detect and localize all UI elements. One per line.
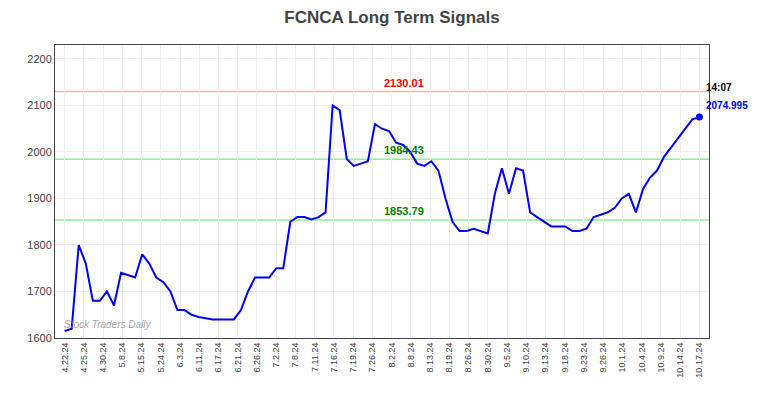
svg-text:10.14.24: 10.14.24 [675, 343, 685, 378]
svg-text:7.2.24: 7.2.24 [271, 343, 281, 368]
svg-text:8.19.24: 8.19.24 [444, 343, 454, 373]
svg-text:1900: 1900 [27, 192, 51, 204]
svg-text:10.4.24: 10.4.24 [637, 343, 647, 373]
svg-text:5.15.24: 5.15.24 [136, 343, 146, 373]
svg-text:8.26.24: 8.26.24 [463, 343, 473, 373]
svg-text:9.18.24: 9.18.24 [560, 343, 570, 373]
svg-text:6.3.24: 6.3.24 [175, 343, 185, 368]
svg-text:6.17.24: 6.17.24 [213, 343, 223, 373]
svg-text:1984.43: 1984.43 [384, 144, 424, 156]
svg-text:Stock Traders Daily: Stock Traders Daily [64, 319, 152, 330]
svg-text:10.9.24: 10.9.24 [656, 343, 666, 373]
svg-text:1800: 1800 [27, 239, 51, 251]
svg-text:1700: 1700 [27, 285, 51, 297]
svg-text:2100: 2100 [27, 99, 51, 111]
svg-text:1853.79: 1853.79 [384, 205, 424, 217]
svg-text:2074.995: 2074.995 [706, 100, 748, 111]
svg-text:9.26.24: 9.26.24 [598, 343, 608, 373]
svg-text:2130.01: 2130.01 [384, 77, 424, 89]
svg-text:4.22.24: 4.22.24 [60, 343, 70, 373]
svg-text:14:07: 14:07 [706, 82, 732, 93]
svg-text:10.1.24: 10.1.24 [617, 343, 627, 373]
svg-text:7.19.24: 7.19.24 [348, 343, 358, 373]
svg-text:2200: 2200 [27, 53, 51, 65]
svg-text:6.21.24: 6.21.24 [233, 343, 243, 373]
svg-text:2000: 2000 [27, 146, 51, 158]
svg-text:4.30.24: 4.30.24 [98, 343, 108, 373]
svg-text:9.23.24: 9.23.24 [579, 343, 589, 373]
svg-text:9.10.24: 9.10.24 [521, 343, 531, 373]
svg-text:9.13.24: 9.13.24 [540, 343, 550, 373]
svg-text:1600: 1600 [27, 332, 51, 344]
svg-text:8.8.24: 8.8.24 [406, 343, 416, 368]
svg-text:8.13.24: 8.13.24 [425, 343, 435, 373]
svg-text:6.11.24: 6.11.24 [194, 343, 204, 372]
svg-text:9.5.24: 9.5.24 [502, 343, 512, 368]
svg-text:7.11.24: 7.11.24 [310, 343, 320, 372]
svg-text:7.16.24: 7.16.24 [329, 343, 339, 373]
svg-text:8.2.24: 8.2.24 [387, 343, 397, 368]
svg-text:5.8.24: 5.8.24 [117, 343, 127, 368]
svg-text:5.24.24: 5.24.24 [156, 343, 166, 373]
svg-text:7.8.24: 7.8.24 [290, 343, 300, 368]
svg-text:4.25.24: 4.25.24 [79, 343, 89, 373]
svg-text:7.26.24: 7.26.24 [367, 343, 377, 373]
svg-text:FCNCA Long Term Signals: FCNCA Long Term Signals [284, 8, 499, 27]
svg-text:6.26.24: 6.26.24 [252, 343, 262, 373]
svg-text:8.30.24: 8.30.24 [483, 343, 493, 373]
svg-text:10.17.24: 10.17.24 [694, 343, 704, 378]
